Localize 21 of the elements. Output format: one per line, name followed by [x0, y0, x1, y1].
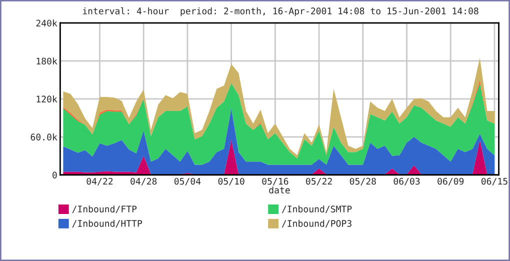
y-tick-label: 0	[52, 172, 57, 178]
legend-label: /Inbound/POP3	[282, 220, 352, 228]
x-tick-label: 06/15	[481, 178, 508, 186]
y-tick-label: 120k	[36, 96, 58, 102]
y-tick-label: 240k	[36, 20, 58, 27]
x-axis-title: date	[269, 186, 290, 194]
x-tick-label: 04/22	[86, 178, 113, 186]
legend-label: /Inbound/SMTP	[282, 205, 352, 214]
x-tick-label: 05/10	[218, 178, 244, 186]
x-tick-label: 05/22	[306, 178, 332, 186]
legend-label: /Inbound/FTP	[72, 205, 137, 214]
x-tick-label: 05/04	[174, 178, 201, 186]
x-tick-label: 06/09	[438, 178, 464, 186]
chart-title: interval: 4-hour period: 2-month, 16-Apr-2001 14:08 to 15-Jun-2001 14:08	[82, 7, 478, 16]
x-tick-label: 05/28	[350, 178, 376, 186]
y-tick-label: 60.0k	[30, 133, 58, 140]
x-tick-label: 05/16	[262, 178, 288, 186]
x-tick-label: 04/28	[130, 178, 157, 186]
y-tick-label: 180k	[36, 58, 58, 65]
x-tick-label: 06/03	[394, 178, 420, 186]
legend-label: /Inbound/HTTP	[72, 220, 142, 228]
